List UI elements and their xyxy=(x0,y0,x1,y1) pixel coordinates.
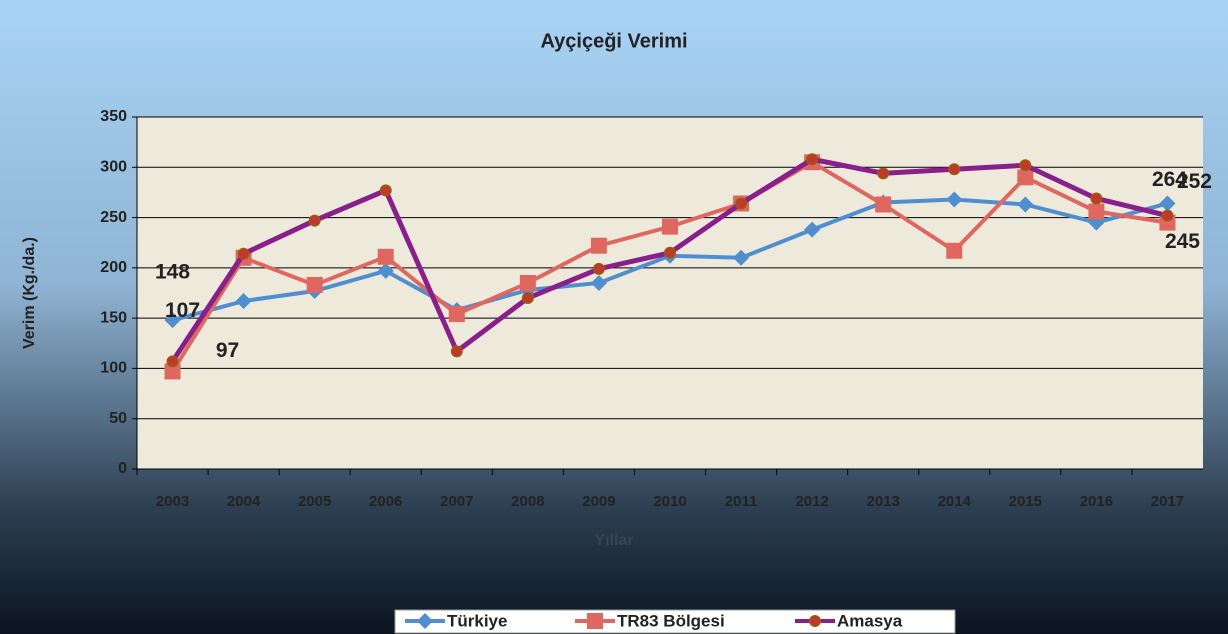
x-tick-label: 2005 xyxy=(298,493,331,510)
data-label: 252 xyxy=(1177,170,1212,193)
x-tick-label: 2007 xyxy=(440,493,473,510)
marker xyxy=(806,153,819,166)
marker xyxy=(308,214,321,227)
marker xyxy=(377,262,394,279)
marker xyxy=(166,355,179,368)
marker xyxy=(809,615,821,627)
data-label: 245 xyxy=(1165,230,1200,253)
data-label: 148 xyxy=(155,261,190,284)
x-tick-label: 2013 xyxy=(867,493,900,510)
marker xyxy=(948,163,961,176)
x-tick-label: 2010 xyxy=(653,493,686,510)
x-tick-label: 2016 xyxy=(1080,493,1113,510)
data-label: 264 xyxy=(1152,168,1187,191)
marker xyxy=(1017,169,1034,186)
x-tick-label: 2014 xyxy=(938,493,972,510)
marker xyxy=(521,292,534,305)
data-label: 107 xyxy=(165,299,200,322)
x-tick-label: 2015 xyxy=(1009,493,1042,510)
y-tick-label: 300 xyxy=(100,159,127,176)
y-tick-label: 50 xyxy=(109,410,127,427)
marker xyxy=(875,196,892,213)
marker xyxy=(804,221,821,238)
marker xyxy=(1017,196,1034,213)
marker xyxy=(662,218,678,235)
legend-label: Amasya xyxy=(837,611,903,630)
x-tick-label: 2003 xyxy=(156,493,189,510)
legend-label: TR83 Bölgesi xyxy=(617,611,725,630)
x-axis-title: Yıllar xyxy=(594,532,633,549)
marker xyxy=(587,613,603,629)
marker xyxy=(519,274,536,291)
marker xyxy=(377,248,394,265)
marker xyxy=(235,293,252,310)
marker xyxy=(590,237,607,254)
marker xyxy=(448,306,465,323)
x-tick-label: 2017 xyxy=(1151,493,1184,510)
marker xyxy=(306,276,323,293)
marker xyxy=(450,345,463,358)
marker xyxy=(164,312,181,329)
marker xyxy=(1019,159,1032,172)
marker xyxy=(664,246,676,259)
x-tick-label: 2008 xyxy=(511,493,544,510)
y-tick-label: 200 xyxy=(100,259,127,276)
data-label: 97 xyxy=(216,339,239,362)
y-axis-title: Verim (Kg./da.) xyxy=(21,237,38,349)
marker xyxy=(877,167,890,180)
marker xyxy=(946,191,963,208)
y-tick-label: 100 xyxy=(100,360,127,377)
marker xyxy=(735,197,748,210)
marker xyxy=(1090,192,1103,205)
marker xyxy=(1159,195,1176,212)
x-tick-label: 2006 xyxy=(369,493,402,510)
y-tick-label: 150 xyxy=(100,309,127,326)
marker xyxy=(590,274,607,291)
marker xyxy=(1161,209,1174,222)
marker xyxy=(417,613,433,629)
marker xyxy=(237,247,250,260)
x-tick-label: 2004 xyxy=(227,493,261,510)
x-tick-label: 2012 xyxy=(795,493,828,510)
x-tick-label: 2011 xyxy=(725,493,758,510)
marker xyxy=(592,262,605,275)
y-tick-label: 0 xyxy=(118,460,127,477)
x-tick-label: 2009 xyxy=(582,493,615,510)
chart-title: Ayçiçeği Verimi xyxy=(540,30,687,52)
marker xyxy=(379,184,392,197)
y-tick-label: 350 xyxy=(100,108,127,125)
legend-label: Türkiye xyxy=(447,611,507,630)
marker xyxy=(164,363,181,380)
y-tick-label: 250 xyxy=(100,209,127,226)
marker xyxy=(946,242,963,259)
marker xyxy=(733,249,750,266)
marker xyxy=(1088,203,1105,220)
